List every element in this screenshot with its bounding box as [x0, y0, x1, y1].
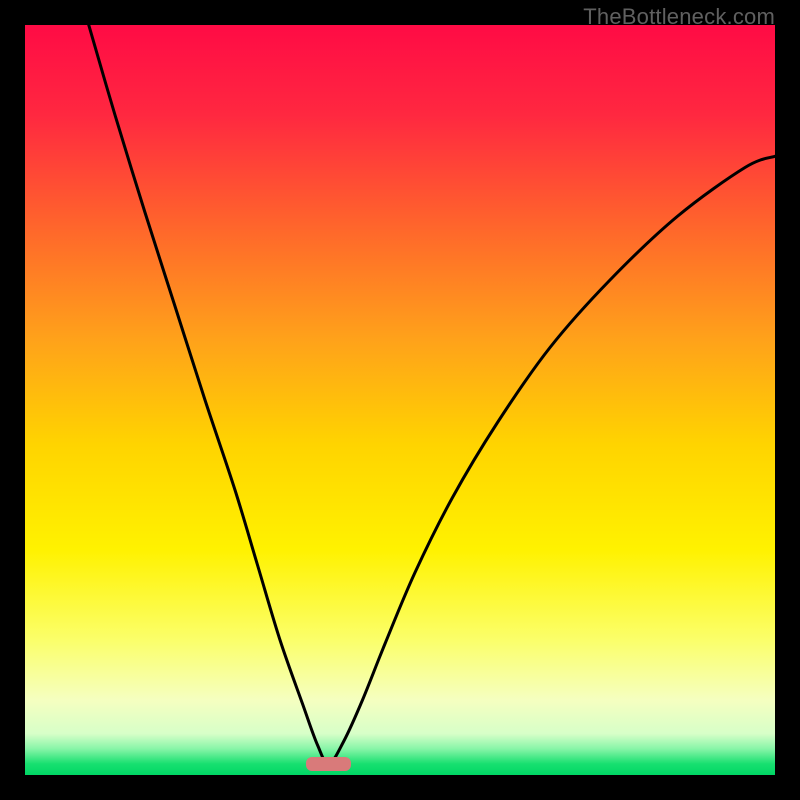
optimum-marker [306, 757, 351, 771]
plot-area [25, 25, 775, 775]
bottleneck-curve [25, 25, 775, 775]
chart-frame: TheBottleneck.com [0, 0, 800, 800]
bottleneck-curve-path [89, 25, 775, 764]
watermark-text: TheBottleneck.com [583, 4, 775, 30]
